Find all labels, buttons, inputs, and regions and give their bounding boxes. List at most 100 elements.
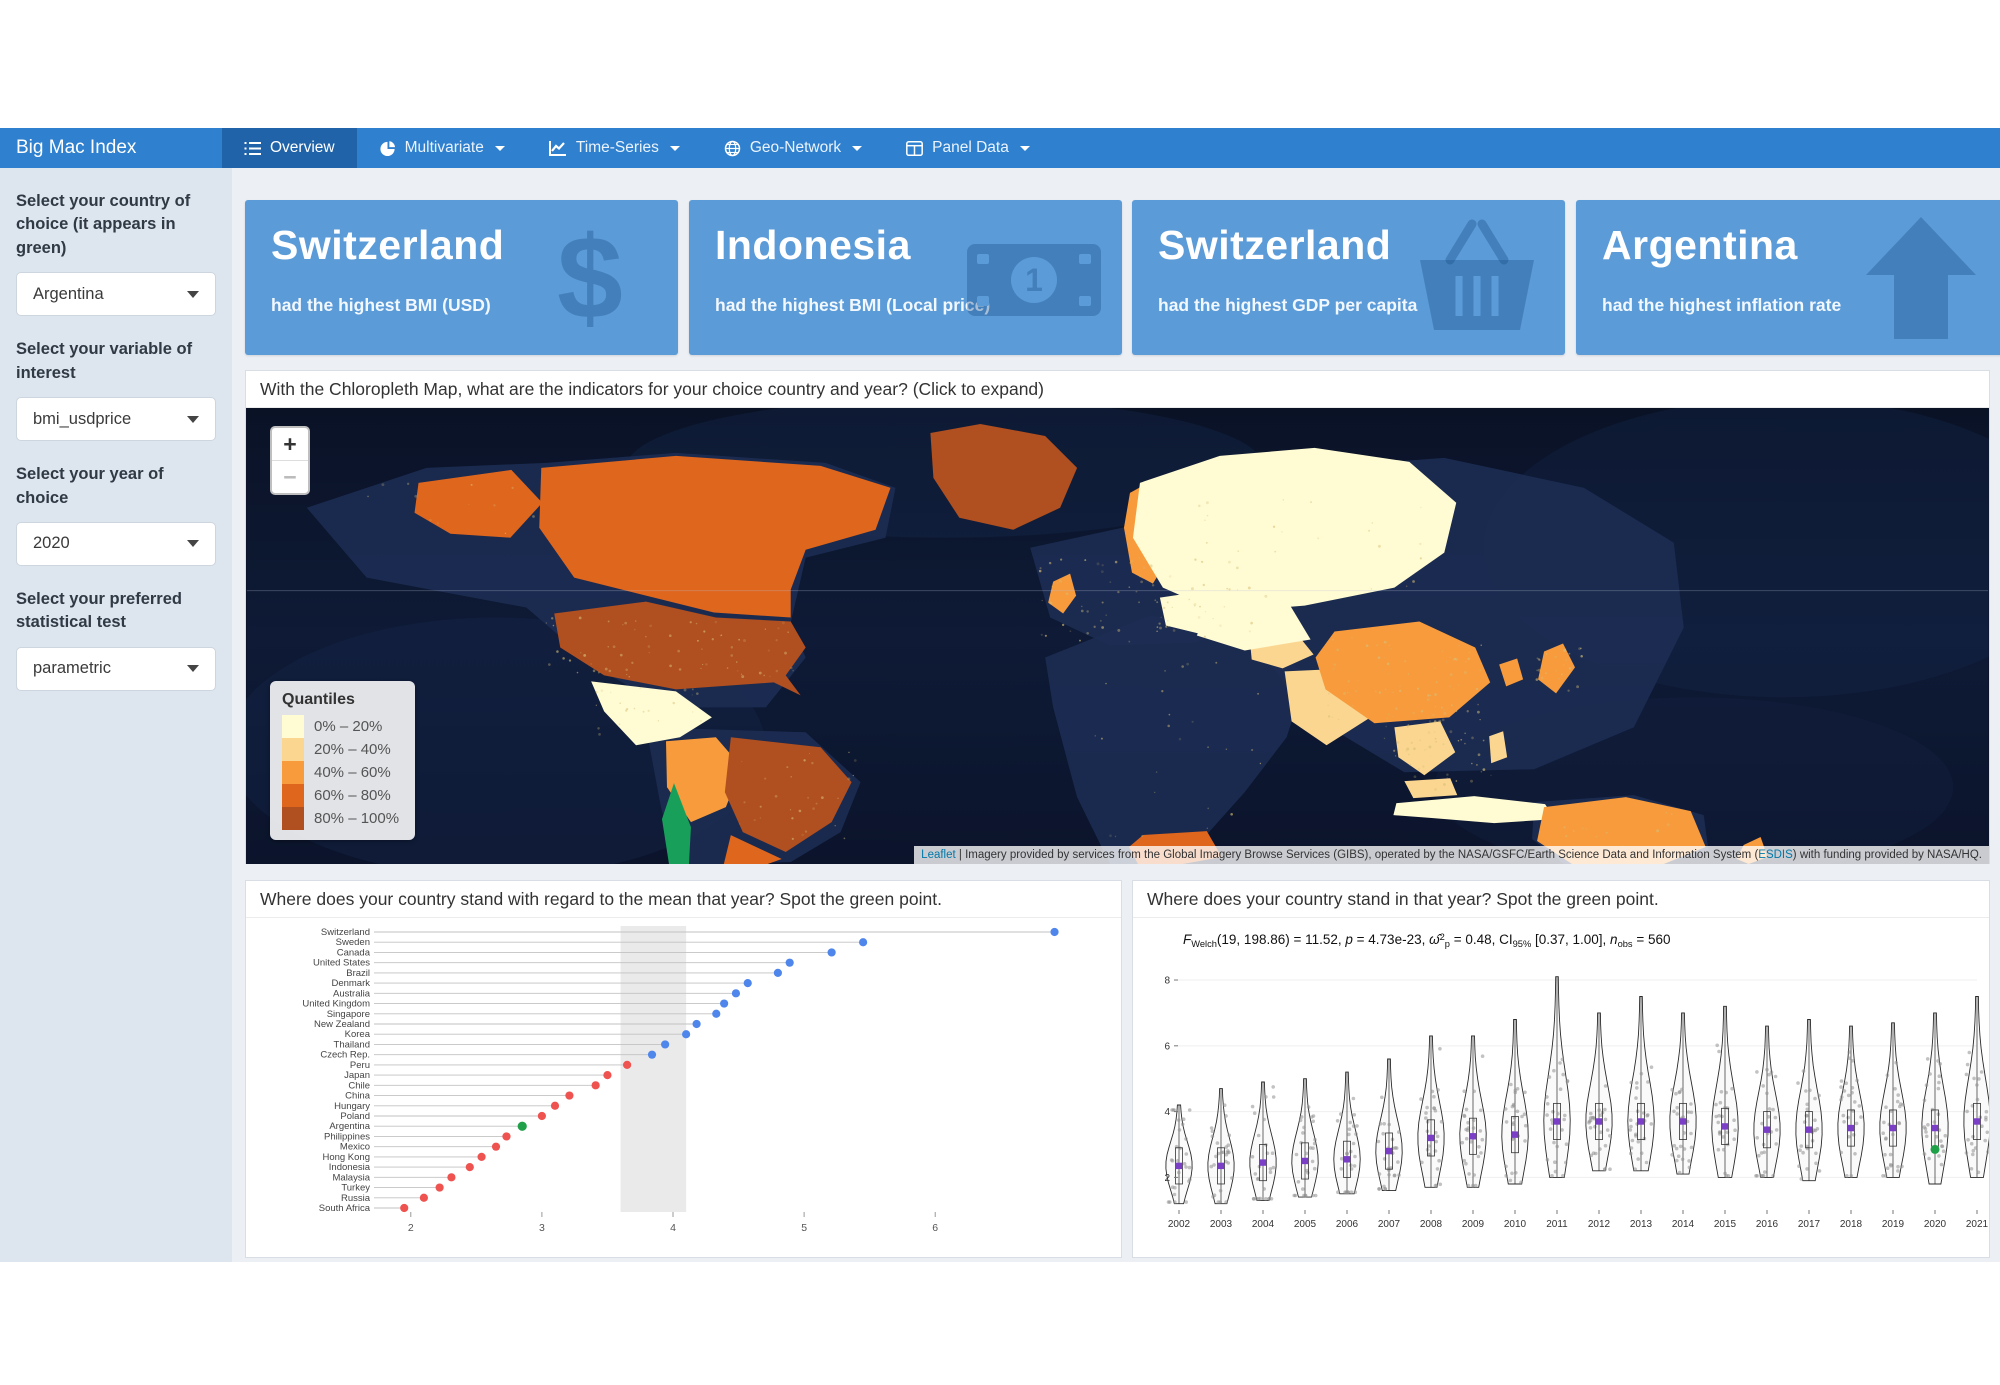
- chevron-down-icon: [669, 145, 680, 151]
- leaflet-map[interactable]: + − Quantiles 0% – 20% 20% – 40% 40% – 60%…: [246, 408, 1989, 864]
- svg-text:Sweden: Sweden: [336, 937, 370, 948]
- country-china: [1315, 621, 1491, 724]
- zoom-out-button[interactable]: −: [272, 460, 308, 493]
- country-greenland: [930, 423, 1078, 530]
- stats-segment: 95%: [1512, 938, 1532, 949]
- valuebox-title: Argentina: [1602, 222, 1798, 268]
- valuebox-highest-bmi-local: Indonesia had the highest BMI (Local pri…: [689, 200, 1122, 355]
- svg-text:Russia: Russia: [341, 1193, 371, 1204]
- svg-text:Malaysia: Malaysia: [333, 1172, 371, 1183]
- country-japan: [1538, 643, 1575, 694]
- tab-geo-network[interactable]: Geo-Network: [702, 128, 884, 168]
- legend-item: 0% – 20%: [282, 715, 399, 738]
- test-select-label: Select your preferred statistical test: [16, 589, 182, 632]
- svg-text:2006: 2006: [1336, 1219, 1359, 1230]
- esdis-link[interactable]: ESDIS: [1758, 849, 1793, 861]
- attribution-text: ) with funding provided by NASA/HQ.: [1792, 849, 1982, 861]
- tab-label: Time-Series: [575, 139, 659, 156]
- svg-text:2003: 2003: [1210, 1219, 1233, 1230]
- svg-text:4: 4: [670, 1222, 676, 1234]
- svg-text:2011: 2011: [1546, 1219, 1568, 1230]
- svg-text:Poland: Poland: [340, 1111, 370, 1122]
- country-brazil: [724, 737, 852, 853]
- tab-overview[interactable]: Overview: [222, 128, 357, 168]
- valuebox-title: Switzerland: [1158, 222, 1392, 268]
- svg-text:2018: 2018: [1840, 1219, 1863, 1230]
- svg-text:Switzerland: Switzerland: [321, 927, 370, 938]
- variable-select[interactable]: bmi_usdprice: [16, 397, 216, 442]
- valuebox-highest-gdp: Switzerland had the highest GDP per capi…: [1132, 200, 1565, 355]
- tab-time-series[interactable]: Time-Series: [527, 128, 702, 168]
- country-malaysia: [1404, 778, 1458, 799]
- svg-text:2013: 2013: [1630, 1219, 1653, 1230]
- svg-text:2010: 2010: [1504, 1219, 1527, 1230]
- valuebox-subtitle: had the highest BMI (Local price): [715, 295, 991, 315]
- country-uk: [1048, 573, 1077, 614]
- app-brand[interactable]: Big Mac Index: [16, 137, 137, 158]
- zoom-in-button[interactable]: +: [283, 430, 297, 457]
- legend-label: 20% – 40%: [314, 741, 391, 758]
- tab-label: Geo-Network: [749, 139, 842, 156]
- country-thailand: [1394, 721, 1456, 776]
- svg-text:United Kingdom: United Kingdom: [302, 999, 370, 1010]
- lollipop-panel: Where does your country stand with regar…: [245, 880, 1122, 1258]
- stats-segment: ω̂: [1429, 932, 1440, 948]
- violin-chart: 2002 2003 2004 2005 2006 2007 2008 2009 2010 2011…: [1133, 949, 1991, 1246]
- country-canada: [539, 455, 891, 618]
- svg-text:6: 6: [1164, 1041, 1170, 1052]
- attribution-text: Imagery provided by services from the Gl…: [965, 849, 1759, 861]
- year-select-label: Select your year of choice: [16, 465, 164, 507]
- year-select-value: 2020: [33, 534, 70, 553]
- choropleth-panel-header[interactable]: With the Chloropleth Map, what are the i…: [246, 371, 1989, 408]
- svg-text:Indonesia: Indonesia: [329, 1162, 371, 1173]
- svg-text:3: 3: [539, 1222, 545, 1234]
- svg-text:New Zealand: New Zealand: [314, 1019, 370, 1030]
- navbar: Big Mac Index Overview Multivariate Time…: [0, 128, 2000, 168]
- svg-text:2009: 2009: [1462, 1219, 1485, 1230]
- stats-segment: (19, 198.86) = 11.52,: [1216, 932, 1346, 948]
- country-select[interactable]: Argentina: [16, 272, 216, 317]
- svg-text:Chile: Chile: [348, 1080, 370, 1091]
- valuebox-subtitle: had the highest GDP per capita: [1158, 295, 1418, 315]
- tab-label: Overview: [270, 139, 335, 156]
- legend-swatch: [282, 715, 304, 738]
- country-philippines: [1489, 731, 1508, 764]
- legend-swatch: [282, 784, 304, 807]
- legend-label: 0% – 20%: [314, 718, 383, 735]
- svg-text:2: 2: [1164, 1173, 1170, 1184]
- valuebox-title: Switzerland: [271, 222, 505, 268]
- pie-chart-icon: [379, 140, 396, 157]
- svg-text:Peru: Peru: [350, 1060, 370, 1071]
- svg-text:2008: 2008: [1420, 1219, 1443, 1230]
- country-argentina-east: [723, 835, 782, 864]
- sidebar: Select your country of choice (it appear…: [0, 168, 232, 1262]
- svg-text:Philippines: Philippines: [324, 1131, 370, 1142]
- tab-panel-data[interactable]: Panel Data: [884, 128, 1052, 168]
- svg-text:2005: 2005: [1294, 1219, 1317, 1230]
- test-select[interactable]: parametric: [16, 646, 216, 691]
- leaflet-link[interactable]: Leaflet: [921, 849, 956, 861]
- chevron-down-icon: [187, 290, 199, 298]
- violin-panel-header: Where does your country stand in that ye…: [1133, 881, 1989, 918]
- basket-icon: [1407, 212, 1547, 344]
- tab-multivariate[interactable]: Multivariate: [357, 128, 527, 168]
- valuebox-highest-bmi-usd: Switzerland had the highest BMI (USD) $: [245, 200, 678, 355]
- year-select[interactable]: 2020: [16, 521, 216, 566]
- svg-text:Japan: Japan: [344, 1070, 370, 1081]
- list-icon: [244, 141, 261, 156]
- violin-panel: Where does your country stand in that ye…: [1132, 880, 1991, 1258]
- map-zoom-control: + −: [270, 426, 310, 495]
- svg-text:2002: 2002: [1168, 1219, 1191, 1230]
- chevron-down-icon: [187, 665, 199, 673]
- legend-item: 20% – 40%: [282, 738, 399, 761]
- world-map: [246, 408, 1989, 864]
- svg-text:2007: 2007: [1378, 1219, 1401, 1230]
- welch-test-annotation: FWelch(19, 198.86) = 11.52, p = 4.73e-23…: [1133, 918, 1989, 949]
- attribution-separator: |: [955, 849, 966, 861]
- stats-segment: F: [1183, 932, 1192, 948]
- stats-segment: [0.37, 1.00],: [1531, 932, 1611, 948]
- map-legend: Quantiles 0% – 20% 20% – 40% 40% – 60% 60% …: [270, 681, 416, 840]
- svg-text:2016: 2016: [1756, 1219, 1779, 1230]
- svg-text:Korea: Korea: [345, 1029, 371, 1040]
- svg-text:2015: 2015: [1714, 1219, 1737, 1230]
